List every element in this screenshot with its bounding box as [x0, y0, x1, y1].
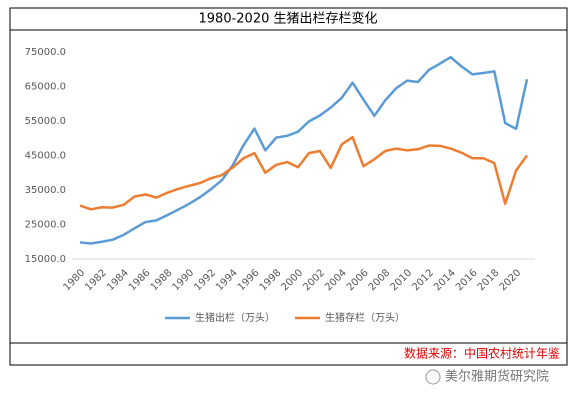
source: 数据来源：中国农村统计年鉴: [404, 346, 560, 361]
y-tick-label: 35000.0: [25, 185, 66, 196]
y-tick-label: 75000.0: [25, 47, 66, 58]
legend-label: 生猪存栏（万头）: [325, 311, 405, 324]
frame: [9, 7, 568, 366]
watermark-icon: [425, 369, 441, 385]
y-tick-label: 65000.0: [25, 82, 66, 93]
y-tick-label: 25000.0: [25, 220, 66, 231]
y-tick-label: 45000.0: [25, 151, 66, 162]
series-line: [79, 55, 529, 245]
y-tick-label: 15000.0: [25, 254, 66, 265]
legend-label: 生猪出栏（万头）: [195, 311, 275, 324]
series-line: [79, 135, 529, 211]
y-tick-label: 55000.0: [25, 116, 66, 127]
watermark: 美尔雅期货研究院: [445, 369, 549, 385]
chart-title: 1980-2020 生猪出栏存栏变化: [199, 11, 378, 27]
